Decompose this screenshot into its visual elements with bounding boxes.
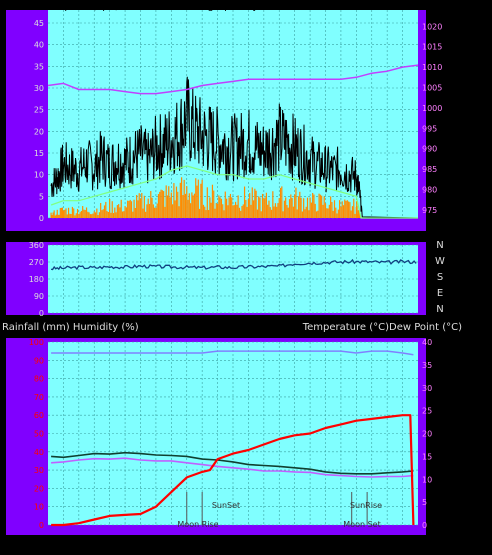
x-tick-label: 15 — [119, 231, 132, 242]
y-tick-label: 60 — [34, 411, 44, 420]
y-tick-label: 1020 — [422, 22, 442, 31]
y-tick-label: 1010 — [422, 63, 442, 72]
compass-label-n: N — [436, 304, 443, 315]
series-barometer — [47, 64, 419, 95]
x-tick-label: 15 — [119, 538, 132, 549]
series-humidity — [51, 350, 414, 356]
x-tick-label: 01 — [273, 538, 286, 549]
y-tick-label: 20 — [34, 484, 44, 493]
x-tick-label: 21 — [211, 231, 224, 242]
y-tick-label: 1005 — [422, 83, 442, 92]
compass-label-e: E — [437, 288, 443, 299]
series-dew-point — [51, 457, 414, 478]
compass-label-n: N — [436, 240, 443, 251]
y-tick-label: 985 — [422, 165, 437, 174]
x-tick-label: 01 — [273, 231, 286, 242]
y-tick-label: 270 — [29, 258, 44, 267]
x-tick-label: 13 — [88, 538, 101, 549]
y-tick-label: 20 — [34, 127, 44, 136]
compass-label-s: S — [437, 272, 443, 283]
y-tick-label: 180 — [29, 275, 44, 284]
x-tick-label: 03 — [304, 538, 317, 549]
y-tick-label: 975 — [422, 206, 437, 215]
y-tick-label: 40 — [34, 41, 44, 50]
y-tick-label: 995 — [422, 124, 437, 133]
y-tick-label: 25 — [422, 407, 432, 416]
x-tick-label: 19 — [180, 538, 193, 549]
sunset-label: SunSet — [212, 501, 240, 510]
y-tick-label: 30 — [34, 466, 44, 475]
y-tick-label: 35 — [34, 62, 44, 71]
x-tick-label: 11 — [57, 538, 70, 549]
y-tick-label: 10 — [34, 171, 44, 180]
y-tick-label: 50 — [34, 430, 44, 439]
y-tick-label: 5 — [39, 192, 44, 201]
series-temperature — [51, 451, 414, 475]
moonset-label: Moon Set — [343, 520, 380, 529]
temperature-dewpoint-title: Temperature (°C)Dew Point (°C) — [302, 322, 462, 333]
graph-title: 24 hour graph day : 02 December 2017 — [166, 1, 365, 12]
y-tick-label: 0 — [39, 309, 44, 318]
y-tick-label: 15 — [34, 149, 44, 158]
series-average-wind — [50, 165, 418, 219]
y-tick-label: 100 — [29, 338, 44, 347]
y-tick-label: 1000 — [422, 104, 442, 113]
y-tick-label: 90 — [34, 356, 44, 365]
series-wind-direction — [50, 258, 417, 271]
y-tick-label: 40 — [422, 338, 432, 347]
x-tick-label: 17 — [150, 538, 163, 549]
y-tick-label: 5 — [422, 498, 427, 507]
x-tick-label: 11 — [57, 231, 70, 242]
y-tick-label: 35 — [422, 361, 432, 370]
x-tick-label: 05 — [335, 231, 348, 242]
wind-axis-title: Windspeed (kph) — [34, 1, 119, 12]
y-tick-label: 0 — [39, 521, 44, 530]
y-tick-label: 90 — [34, 292, 44, 301]
y-tick-label: 70 — [34, 393, 44, 402]
y-tick-label: 360 — [29, 241, 44, 250]
y-tick-label: 45 — [34, 19, 44, 28]
series-windspeed — [50, 76, 419, 219]
y-tick-label: 30 — [34, 84, 44, 93]
y-tick-label: 0 — [422, 521, 427, 530]
y-tick-label: 15 — [422, 452, 432, 461]
x-tick-label: 21 — [211, 538, 224, 549]
x-tick-label: 09 — [396, 231, 409, 242]
y-tick-label: 20 — [422, 430, 432, 439]
x-tick-label: 19 — [180, 231, 193, 242]
x-tick-label: 13 — [88, 231, 101, 242]
x-tick-label: 07 — [365, 538, 378, 549]
y-tick-label: 10 — [422, 475, 432, 484]
y-tick-label: 30 — [422, 384, 432, 393]
y-tick-label: 1015 — [422, 43, 442, 52]
y-tick-label: 0 — [39, 214, 44, 223]
barometer-axis-title: Barometer (hpa) — [372, 1, 455, 12]
series-gust — [50, 177, 362, 218]
x-tick-label: 09 — [396, 538, 409, 549]
y-tick-label: 80 — [34, 375, 44, 384]
sunrise-label: SunRise — [350, 501, 382, 510]
x-tick-label: 05 — [335, 538, 348, 549]
series-rainfall — [51, 414, 415, 527]
y-tick-label: 980 — [422, 185, 437, 194]
x-tick-label: 17 — [150, 231, 163, 242]
y-tick-label: 40 — [34, 448, 44, 457]
x-tick-label: 23 — [242, 538, 255, 549]
x-tick-label: 23 — [242, 231, 255, 242]
y-tick-label: 25 — [34, 106, 44, 115]
compass-label-w: W — [435, 256, 445, 267]
rain-humidity-title: Rainfall (mm) Humidity (%) — [2, 322, 139, 333]
y-tick-label: 990 — [422, 145, 437, 154]
x-tick-label: 03 — [304, 231, 317, 242]
y-tick-label: 10 — [34, 503, 44, 512]
x-tick-label: 07 — [365, 231, 378, 242]
moonrise-label: Moon Rise — [177, 520, 218, 529]
